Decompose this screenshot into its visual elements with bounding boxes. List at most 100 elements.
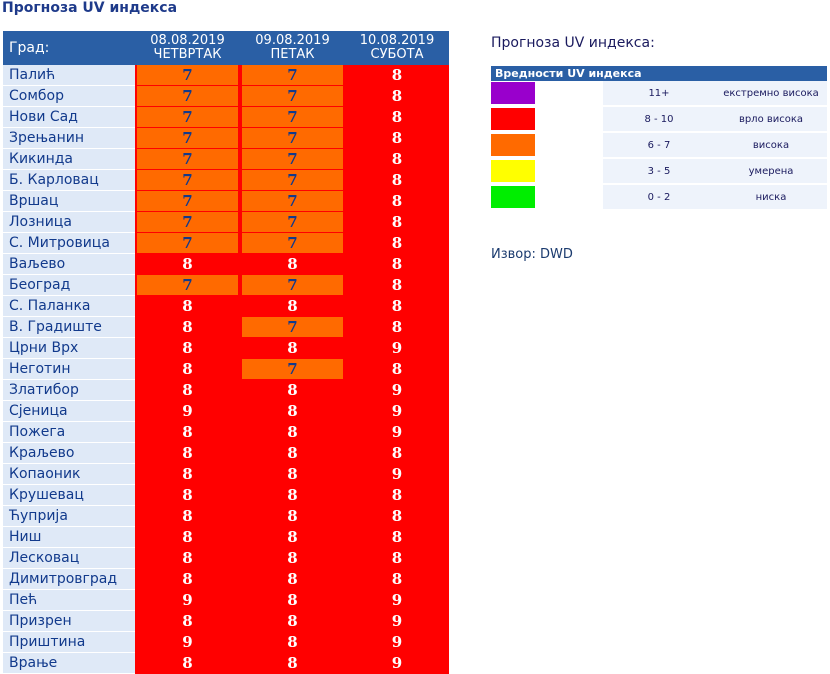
city-name: Врање bbox=[3, 652, 135, 674]
table-row: С. Митровица 7 7 8 bbox=[3, 232, 449, 254]
uv-value: 8 bbox=[287, 528, 298, 546]
uv-value-cell: 9 bbox=[135, 631, 240, 653]
city-name: Б. Карловац bbox=[3, 169, 135, 191]
legend-header: Вредности UV индекса bbox=[491, 66, 827, 81]
city-name: Приштина bbox=[3, 631, 135, 653]
legend-range: 8 - 10 bbox=[603, 106, 715, 133]
uv-value: 8 bbox=[182, 528, 193, 546]
uv-value-cell: 9 bbox=[345, 379, 449, 401]
uv-value-cell: 8 bbox=[240, 253, 345, 275]
city-name: Лозница bbox=[3, 211, 135, 233]
uv-value: 8 bbox=[287, 654, 298, 672]
day-column-header-1: 08.08.2019 ЧЕТВРТАК bbox=[135, 31, 240, 65]
day-weekday: ЧЕТВРТАК bbox=[153, 47, 222, 62]
uv-value: 8 bbox=[182, 549, 193, 567]
uv-value-cell: 7 bbox=[240, 148, 345, 170]
uv-value: 7 bbox=[242, 65, 343, 86]
city-name: Лесковац bbox=[3, 547, 135, 569]
uv-value: 7 bbox=[242, 317, 343, 337]
uv-value-cell: 8 bbox=[135, 610, 240, 632]
uv-value: 8 bbox=[182, 507, 193, 525]
uv-value: 8 bbox=[182, 612, 193, 630]
uv-value-cell: 8 bbox=[240, 589, 345, 611]
uv-value: 7 bbox=[137, 128, 238, 148]
city-name: Пожега bbox=[3, 421, 135, 443]
uv-value: 7 bbox=[242, 149, 343, 169]
table-row: Пожега 8 8 9 bbox=[3, 421, 449, 443]
legend-color-swatch bbox=[491, 184, 603, 211]
uv-value-cell: 9 bbox=[345, 610, 449, 632]
uv-value: 9 bbox=[391, 612, 403, 630]
uv-value: 8 bbox=[287, 507, 298, 525]
uv-value-cell: 8 bbox=[345, 484, 449, 506]
uv-value: 7 bbox=[242, 212, 343, 232]
uv-value: 9 bbox=[182, 402, 193, 420]
table-row: Лесковац 8 8 8 bbox=[3, 547, 449, 569]
uv-value-cell: 7 bbox=[135, 65, 240, 86]
table-row: Краљево 8 8 8 bbox=[3, 442, 449, 464]
day-date: 10.08.2019 bbox=[359, 33, 435, 48]
uv-value: 8 bbox=[391, 528, 403, 546]
uv-value-cell: 8 bbox=[135, 253, 240, 275]
table-row: Димитровград 8 8 8 bbox=[3, 568, 449, 590]
uv-value: 8 bbox=[391, 66, 403, 85]
table-row: Врање 8 8 9 bbox=[3, 652, 449, 674]
uv-value: 7 bbox=[242, 128, 343, 148]
uv-value-cell: 8 bbox=[135, 463, 240, 485]
uv-value-cell: 8 bbox=[345, 547, 449, 569]
uv-value: 8 bbox=[287, 423, 298, 441]
uv-value-cell: 7 bbox=[135, 190, 240, 212]
uv-value: 8 bbox=[182, 465, 193, 483]
legend-range: 6 - 7 bbox=[603, 132, 715, 159]
city-column-header: Град: bbox=[3, 31, 135, 65]
uv-value-cell: 7 bbox=[240, 65, 345, 86]
uv-value-cell: 8 bbox=[345, 65, 449, 86]
city-name: Неготин bbox=[3, 358, 135, 380]
day-weekday: СУБОТА bbox=[370, 47, 424, 62]
table-row: Призрен 8 8 9 bbox=[3, 610, 449, 632]
uv-value-cell: 8 bbox=[345, 316, 449, 338]
uv-value-cell: 8 bbox=[135, 652, 240, 674]
uv-value: 9 bbox=[391, 591, 403, 609]
uv-value: 8 bbox=[391, 549, 403, 567]
uv-value: 7 bbox=[242, 107, 343, 127]
uv-value: 8 bbox=[182, 255, 193, 273]
uv-value-cell: 8 bbox=[240, 568, 345, 590]
table-row: Копаоник 8 8 9 bbox=[3, 463, 449, 485]
uv-value-cell: 8 bbox=[135, 505, 240, 527]
table-row: Пећ 9 8 9 bbox=[3, 589, 449, 611]
uv-value-cell: 7 bbox=[135, 148, 240, 170]
day-weekday: ПЕТАК bbox=[270, 47, 315, 62]
legend-range: 0 - 2 bbox=[603, 184, 715, 211]
uv-value-cell: 8 bbox=[135, 568, 240, 590]
table-row: С. Паланка 8 8 8 bbox=[3, 295, 449, 317]
uv-value-cell: 7 bbox=[135, 211, 240, 233]
uv-value: 7 bbox=[137, 107, 238, 127]
legend-color bbox=[491, 134, 535, 156]
city-name: С. Митровица bbox=[3, 232, 135, 254]
uv-value-cell: 9 bbox=[345, 652, 449, 674]
uv-value-cell: 8 bbox=[240, 652, 345, 674]
uv-value: 9 bbox=[182, 591, 193, 609]
uv-value: 9 bbox=[391, 654, 403, 672]
uv-value: 8 bbox=[287, 633, 298, 651]
legend-title: Прогноза UV индекса: bbox=[491, 35, 655, 51]
uv-value-cell: 8 bbox=[345, 274, 449, 296]
city-name: Црни Врх bbox=[3, 337, 135, 359]
uv-value-cell: 7 bbox=[135, 85, 240, 107]
table-row: Нови Сад 7 7 8 bbox=[3, 106, 449, 128]
uv-value: 7 bbox=[137, 233, 238, 253]
uv-value-cell: 7 bbox=[240, 274, 345, 296]
day-date: 09.08.2019 bbox=[255, 33, 330, 48]
uv-value: 8 bbox=[287, 591, 298, 609]
city-name: Сомбор bbox=[3, 85, 135, 107]
uv-value-cell: 8 bbox=[345, 127, 449, 149]
uv-value-cell: 9 bbox=[345, 337, 449, 359]
city-name: Вршац bbox=[3, 190, 135, 212]
day-column-header-2: 09.08.2019 ПЕТАК bbox=[240, 31, 345, 65]
uv-value: 8 bbox=[182, 360, 193, 378]
uv-value-cell: 8 bbox=[345, 106, 449, 128]
city-name: Копаоник bbox=[3, 463, 135, 485]
uv-value: 7 bbox=[137, 212, 238, 232]
uv-value: 8 bbox=[287, 612, 298, 630]
